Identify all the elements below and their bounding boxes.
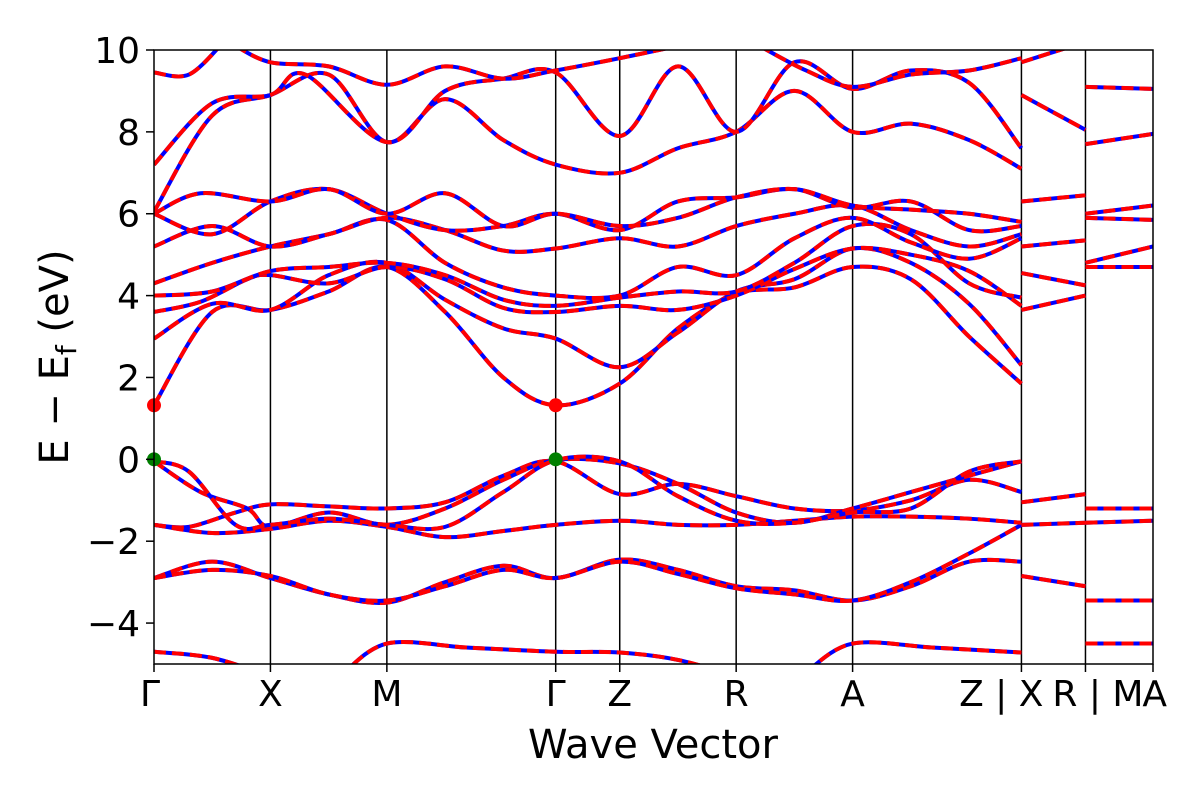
- vbm-marker: [548, 452, 563, 467]
- x-tick-label: Z: [607, 674, 632, 715]
- cbm-marker: [548, 398, 563, 413]
- x-tick-label: X: [258, 674, 283, 715]
- band-line: [154, 649, 241, 664]
- band-line: [762, 50, 1022, 89]
- band-line: [350, 639, 703, 664]
- y-tick-label: 6: [117, 195, 140, 236]
- band-line: [238, 50, 669, 87]
- band-line: [1021, 271, 1086, 288]
- y-tick-label: 10: [94, 31, 140, 72]
- band-line: [154, 221, 1022, 308]
- band-line: [154, 70, 1023, 213]
- band-line: [1085, 215, 1153, 222]
- band-line: [1084, 244, 1153, 265]
- band-line: [154, 514, 1022, 540]
- x-tick-label: M: [371, 674, 402, 715]
- y-axis-title-subscript: f: [50, 344, 83, 355]
- band-line: [1021, 193, 1086, 204]
- y-tick-label: 8: [117, 113, 140, 154]
- band-line: [1085, 131, 1153, 147]
- x-tick-label: Γ: [140, 674, 160, 715]
- band-line: [154, 186, 1022, 237]
- y-tick-label: −4: [87, 604, 140, 645]
- band-line: [1085, 84, 1153, 91]
- x-tick-label: R: [724, 674, 749, 715]
- band-line: [154, 186, 1022, 229]
- band-line: [1085, 203, 1153, 216]
- band-line: [154, 215, 1023, 301]
- band-line: [1020, 93, 1087, 132]
- x-axis-title: Wave Vector: [528, 722, 779, 768]
- x-tick-label: A: [1142, 674, 1167, 715]
- band-line: [1021, 238, 1086, 249]
- x-tick-label: Γ: [546, 674, 566, 715]
- y-axis-title: E − Ef (eV): [32, 249, 83, 464]
- x-tick-label: R | M: [1052, 674, 1143, 715]
- band-line: [1085, 518, 1153, 525]
- y-tick-label: −2: [87, 522, 140, 563]
- plot-frame: [153, 49, 1154, 665]
- y-axis-ticks: 10 8 6 4 2 0 −2 −4: [87, 31, 154, 645]
- band-line: [1021, 574, 1086, 589]
- band-line: [1021, 520, 1086, 527]
- band-line: [154, 264, 1023, 408]
- y-tick-label: 4: [117, 277, 140, 318]
- x-tick-label: A: [840, 674, 865, 715]
- band-line: [154, 454, 1022, 532]
- band-line: [154, 523, 1023, 603]
- band-line: [1020, 293, 1086, 312]
- band-line: [813, 640, 1022, 664]
- band-line: [154, 202, 1022, 254]
- y-tick-label: 0: [117, 440, 140, 481]
- band-line: [154, 245, 1023, 370]
- band-line: [1021, 492, 1086, 505]
- y-tick-label: 2: [117, 358, 140, 399]
- x-tick-label: Z | X: [959, 674, 1043, 715]
- y-axis-title-unit: (eV): [32, 249, 78, 345]
- y-axis-title-main: E − E: [32, 355, 78, 465]
- band-line: [1020, 50, 1067, 65]
